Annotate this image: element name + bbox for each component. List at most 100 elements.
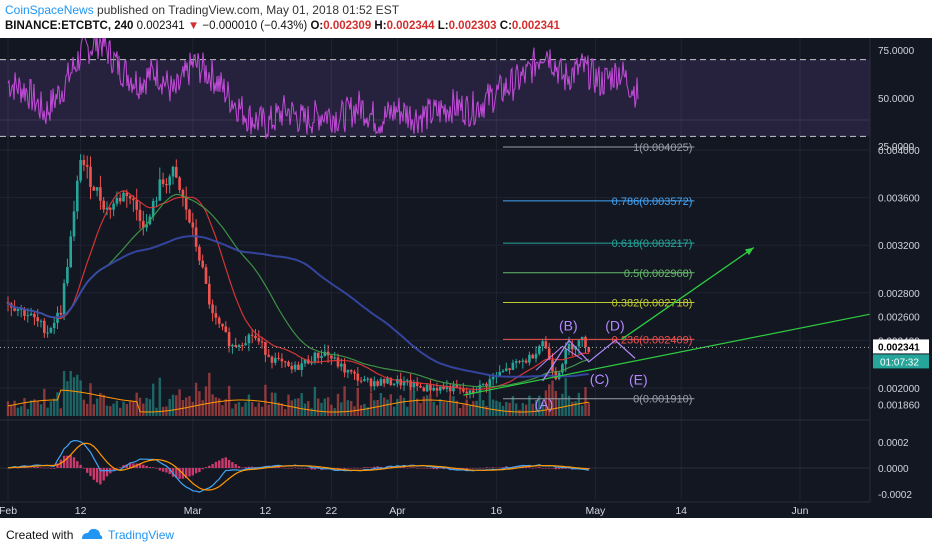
candle-body: [389, 378, 393, 385]
volume-bar: [221, 405, 224, 416]
volume-bar: [89, 383, 92, 416]
candle-body: [561, 364, 564, 373]
volume-bar: [241, 406, 244, 416]
candle-body: [82, 159, 86, 166]
candle-body: [406, 380, 409, 382]
volume-bar: [99, 392, 102, 416]
author-name[interactable]: CoinSpaceNews: [5, 3, 94, 17]
candle-body: [19, 308, 23, 310]
candle-body: [514, 361, 518, 363]
volume-bar: [577, 392, 581, 416]
close-value: 0.002341: [511, 20, 560, 32]
volume-bar: [554, 391, 557, 416]
volume-bar: [188, 396, 191, 416]
macd-histogram-bar: [16, 467, 20, 469]
time-axis-tick: 12: [260, 505, 272, 517]
ma-fast-line: [7, 190, 589, 391]
grid-lines: [0, 38, 932, 503]
rsi-band: [0, 59, 870, 137]
macd-histogram-bar: [287, 467, 290, 469]
candle-body: [270, 356, 274, 363]
candle-body: [392, 383, 396, 385]
wave-label-a: (A): [535, 396, 554, 412]
candle-body: [211, 304, 214, 314]
macd-histogram-bar: [475, 467, 478, 469]
macd-histogram-bar: [346, 468, 350, 469]
volume-bar: [76, 374, 79, 416]
volume-bar: [524, 404, 528, 416]
volume-bar: [194, 382, 198, 416]
rsi-pane: [0, 38, 870, 139]
candle-body: [283, 361, 287, 363]
macd-histogram-bar: [488, 467, 491, 469]
volume-bar: [383, 397, 386, 416]
volume-bar: [224, 399, 227, 416]
macd-histogram-bar: [290, 468, 293, 469]
volume-bar: [508, 402, 511, 416]
volume-bar: [343, 386, 346, 416]
macd-histogram-bar: [251, 466, 254, 468]
volume-bar: [178, 389, 181, 416]
candle-body: [221, 323, 224, 327]
volume-bar: [82, 399, 86, 416]
price-axis-tick: 0.002600: [878, 313, 920, 324]
macd-histogram-bar: [524, 467, 528, 468]
volume-bar: [419, 403, 422, 416]
candle-body: [257, 338, 261, 342]
rsi-axis-tick: 50.0000: [878, 94, 915, 105]
macd-histogram-bar: [39, 467, 43, 469]
candle-body: [102, 200, 105, 210]
volume-bar: [511, 396, 515, 416]
macd-histogram-bar: [356, 468, 359, 469]
macd-histogram-bar: [53, 468, 56, 469]
volume-bar: [386, 399, 389, 416]
candle-body: [171, 166, 175, 177]
candle-body: [297, 364, 300, 370]
chart-footer: Created with TradingView: [0, 518, 932, 550]
macd-histogram-bar: [6, 468, 10, 469]
macd-histogram-bar: [373, 466, 376, 468]
volume-bar: [72, 377, 76, 416]
candle-body: [567, 343, 571, 350]
candle-body: [214, 313, 218, 318]
volume-bar: [62, 371, 66, 416]
volume-bar: [201, 400, 204, 416]
candle-body: [349, 370, 353, 372]
macd-histogram-bar: [56, 463, 59, 468]
candle-body: [541, 341, 544, 347]
price-axis-background: [870, 38, 932, 518]
tradingview-brand[interactable]: TradingView: [108, 528, 175, 542]
candle-body: [267, 354, 270, 357]
price-pane: 1(0.004025) 0.786(0.003572) 0.618(0.003217…: [0, 142, 871, 416]
macd-histogram-bar: [43, 467, 46, 469]
candle-body: [399, 379, 402, 386]
volume-bar: [402, 397, 406, 416]
volume-bar: [254, 406, 257, 416]
volume-bar: [310, 408, 313, 416]
volume-bar: [112, 403, 115, 416]
volume-bar: [69, 371, 72, 416]
volume-bar: [561, 393, 564, 416]
candle-body: [241, 345, 244, 347]
candle-body: [518, 361, 521, 363]
candle-body: [584, 336, 587, 348]
macd-histogram-bar: [567, 468, 571, 469]
volume-bar: [267, 404, 270, 416]
chart-canvas[interactable]: 1(0.004025) 0.786(0.003572) 0.618(0.003217…: [0, 38, 932, 518]
wave-path: [542, 339, 636, 382]
candle-body: [46, 332, 49, 334]
time-axis-tick: Apr: [389, 505, 406, 517]
volume-bar: [538, 395, 541, 416]
macd-histogram-bar: [194, 468, 198, 474]
macd-histogram-bar: [359, 468, 363, 469]
candle-body: [128, 196, 132, 199]
volume-bar: [518, 409, 521, 416]
candle-body: [498, 372, 501, 376]
volume-bar: [204, 386, 208, 416]
macd-histogram-bar: [472, 468, 475, 469]
time-axis-tick: 22: [326, 505, 338, 517]
macd-histogram-bar: [95, 468, 99, 483]
candle-body: [505, 368, 508, 371]
candle-body: [564, 349, 567, 365]
